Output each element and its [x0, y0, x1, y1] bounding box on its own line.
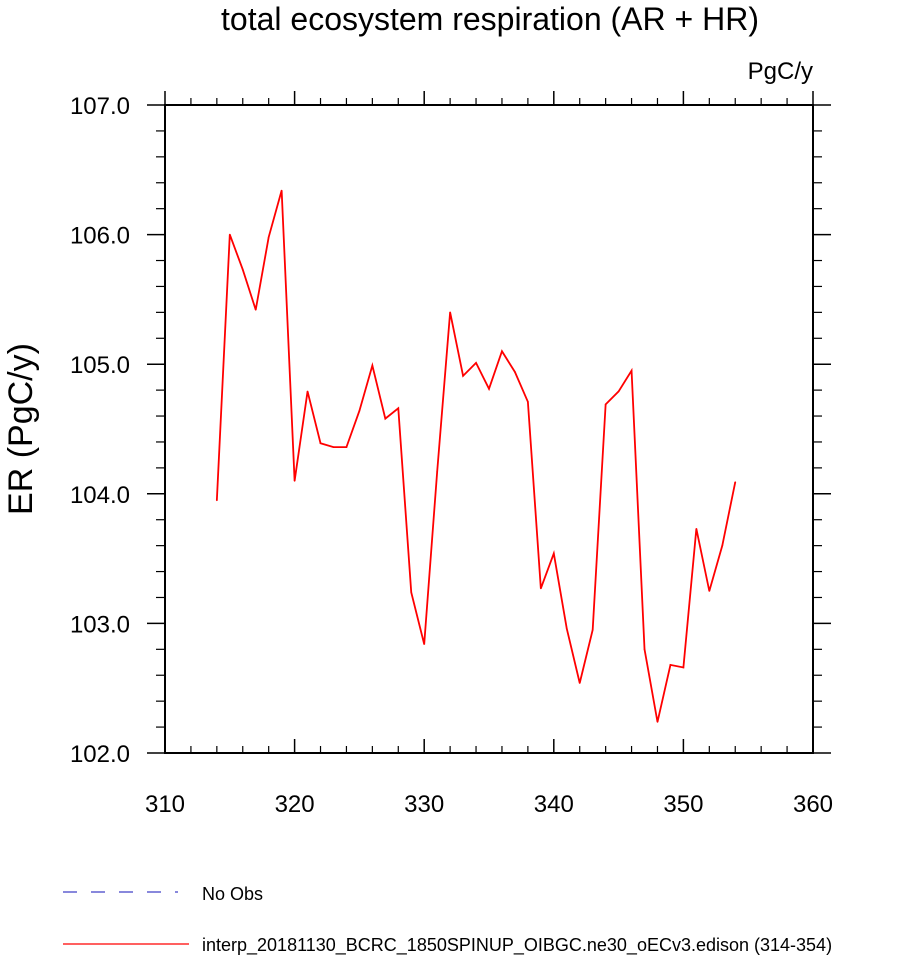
data-point — [682, 666, 685, 669]
data-point — [216, 499, 218, 502]
data-point — [540, 587, 542, 590]
data-point — [591, 629, 594, 631]
x-tick-label: 360 — [793, 791, 833, 818]
data-point — [734, 481, 737, 483]
data-point — [410, 591, 413, 594]
units-label: PgC/y — [748, 58, 813, 85]
data-point — [449, 311, 451, 314]
x-tick-label: 350 — [663, 791, 703, 818]
data-point — [553, 552, 555, 555]
data-point — [630, 369, 633, 372]
data-point — [436, 470, 438, 473]
series-layer — [215, 189, 737, 723]
data-point — [371, 364, 374, 367]
y-tick-label: 105.0 — [70, 352, 130, 379]
data-point — [254, 308, 257, 311]
data-point — [501, 350, 503, 353]
data-point — [565, 627, 568, 630]
data-point — [695, 527, 698, 530]
legend-label-model: interp_20181130_BCRC_1850SPINUP_OIBGC.ne… — [202, 935, 832, 956]
data-point — [578, 682, 581, 684]
data-point — [604, 403, 607, 406]
axis-ticks — [147, 91, 831, 754]
data-point — [332, 446, 335, 448]
series-line-1 — [215, 190, 737, 723]
y-tick-label: 104.0 — [70, 482, 130, 509]
y-tick-label: 103.0 — [70, 611, 130, 638]
data-point — [241, 268, 244, 271]
data-point — [462, 375, 464, 377]
data-point — [708, 590, 711, 592]
data-point — [475, 362, 477, 364]
x-tick-label: 330 — [404, 791, 444, 818]
data-point — [514, 371, 516, 373]
data-point — [280, 189, 283, 192]
data-point — [397, 407, 400, 410]
data-point — [669, 664, 672, 666]
y-tick-label: 107.0 — [70, 93, 130, 120]
y-tick-label: 102.0 — [70, 741, 130, 768]
data-point — [293, 480, 296, 482]
chart-title: total ecosystem respiration (AR + HR) — [221, 1, 759, 37]
data-point — [267, 236, 270, 238]
data-point — [319, 442, 322, 445]
data-point — [423, 643, 426, 645]
data-point — [656, 721, 659, 723]
data-point — [617, 390, 620, 393]
x-tick-label: 320 — [275, 791, 315, 818]
data-point — [345, 446, 348, 448]
legend-label-no-obs: No Obs — [202, 884, 263, 904]
data-point — [488, 388, 490, 390]
y-axis-label: ER (PgC/y) — [2, 343, 40, 515]
data-point — [384, 417, 387, 420]
x-tick-label: 310 — [145, 791, 185, 818]
data-point — [306, 390, 309, 393]
y-tick-labels: 102.0 103.0 104.0 105.0 106.0 107.0 — [70, 93, 130, 768]
y-tick-label: 106.0 — [70, 223, 130, 250]
legend: No Obs interp_20181130_BCRC_1850SPINUP_O… — [63, 884, 832, 956]
data-point — [358, 410, 361, 412]
x-tick-labels: 310 320 330 340 350 360 — [145, 791, 833, 818]
data-point — [229, 233, 231, 236]
x-tick-label: 340 — [534, 791, 574, 818]
data-point — [721, 544, 724, 547]
data-point — [643, 648, 646, 651]
plot-frame — [164, 104, 814, 754]
data-point — [527, 400, 529, 403]
